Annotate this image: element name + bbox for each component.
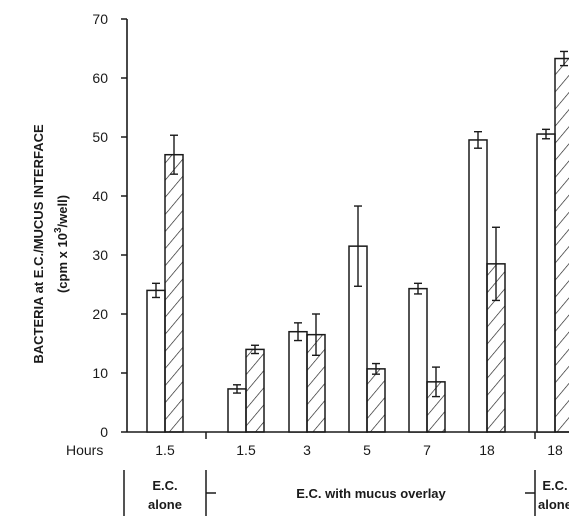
x-tick-label: 18 <box>479 442 495 458</box>
group-label-right-line1: E.C. <box>542 478 567 493</box>
y-tick-label: 50 <box>92 129 108 145</box>
x-axis-title: Hours <box>66 442 103 458</box>
y-ticks: 0 10 20 30 40 50 60 70 <box>92 11 127 440</box>
y-tick-label: 40 <box>92 188 108 204</box>
group-brackets: E.C. alone E.C. with mucus overlay E.C. … <box>123 470 569 516</box>
bar-open <box>288 330 308 433</box>
y-axis-label-line1: BACTERIA at E.C./MUCUS INTERFACE <box>31 124 46 364</box>
y-tick-label: 10 <box>92 365 108 381</box>
bar-open <box>227 388 247 433</box>
y-tick-label: 60 <box>92 70 108 86</box>
y-tick-label: 0 <box>100 424 108 440</box>
x-tick-label: 3 <box>303 442 311 458</box>
y-axis-label-group: BACTERIA at E.C./MUCUS INTERFACE (cpm x … <box>31 124 70 364</box>
x-tick-label: 7 <box>423 442 431 458</box>
y-tick-label: 20 <box>92 306 108 322</box>
group-label-left-line1: E.C. <box>152 478 177 493</box>
y-tick-label: 70 <box>92 11 108 27</box>
group-label-right-line2: alone <box>538 497 569 512</box>
bar-hatched <box>554 57 569 433</box>
bar-hatched <box>245 348 265 433</box>
bars <box>146 50 569 433</box>
group-label-left-line2: alone <box>148 497 182 512</box>
bar-hatched <box>164 153 184 433</box>
x-tick-label: 18 <box>547 442 563 458</box>
y-tick-label: 30 <box>92 247 108 263</box>
x-tick-label: 1.5 <box>236 442 256 458</box>
group-label-middle: E.C. with mucus overlay <box>296 486 446 501</box>
bar-open <box>146 289 166 433</box>
y-axis-label-line2: (cpm x 103/well) <box>53 195 70 293</box>
bar-open <box>468 139 488 433</box>
bar-open <box>408 287 428 433</box>
bar-hatched <box>366 368 386 433</box>
x-tick-label: 5 <box>363 442 371 458</box>
bar-open <box>536 133 556 433</box>
x-ticks: 1.5 1.5 3 5 7 18 18 <box>155 432 563 458</box>
x-tick-label: 1.5 <box>155 442 175 458</box>
